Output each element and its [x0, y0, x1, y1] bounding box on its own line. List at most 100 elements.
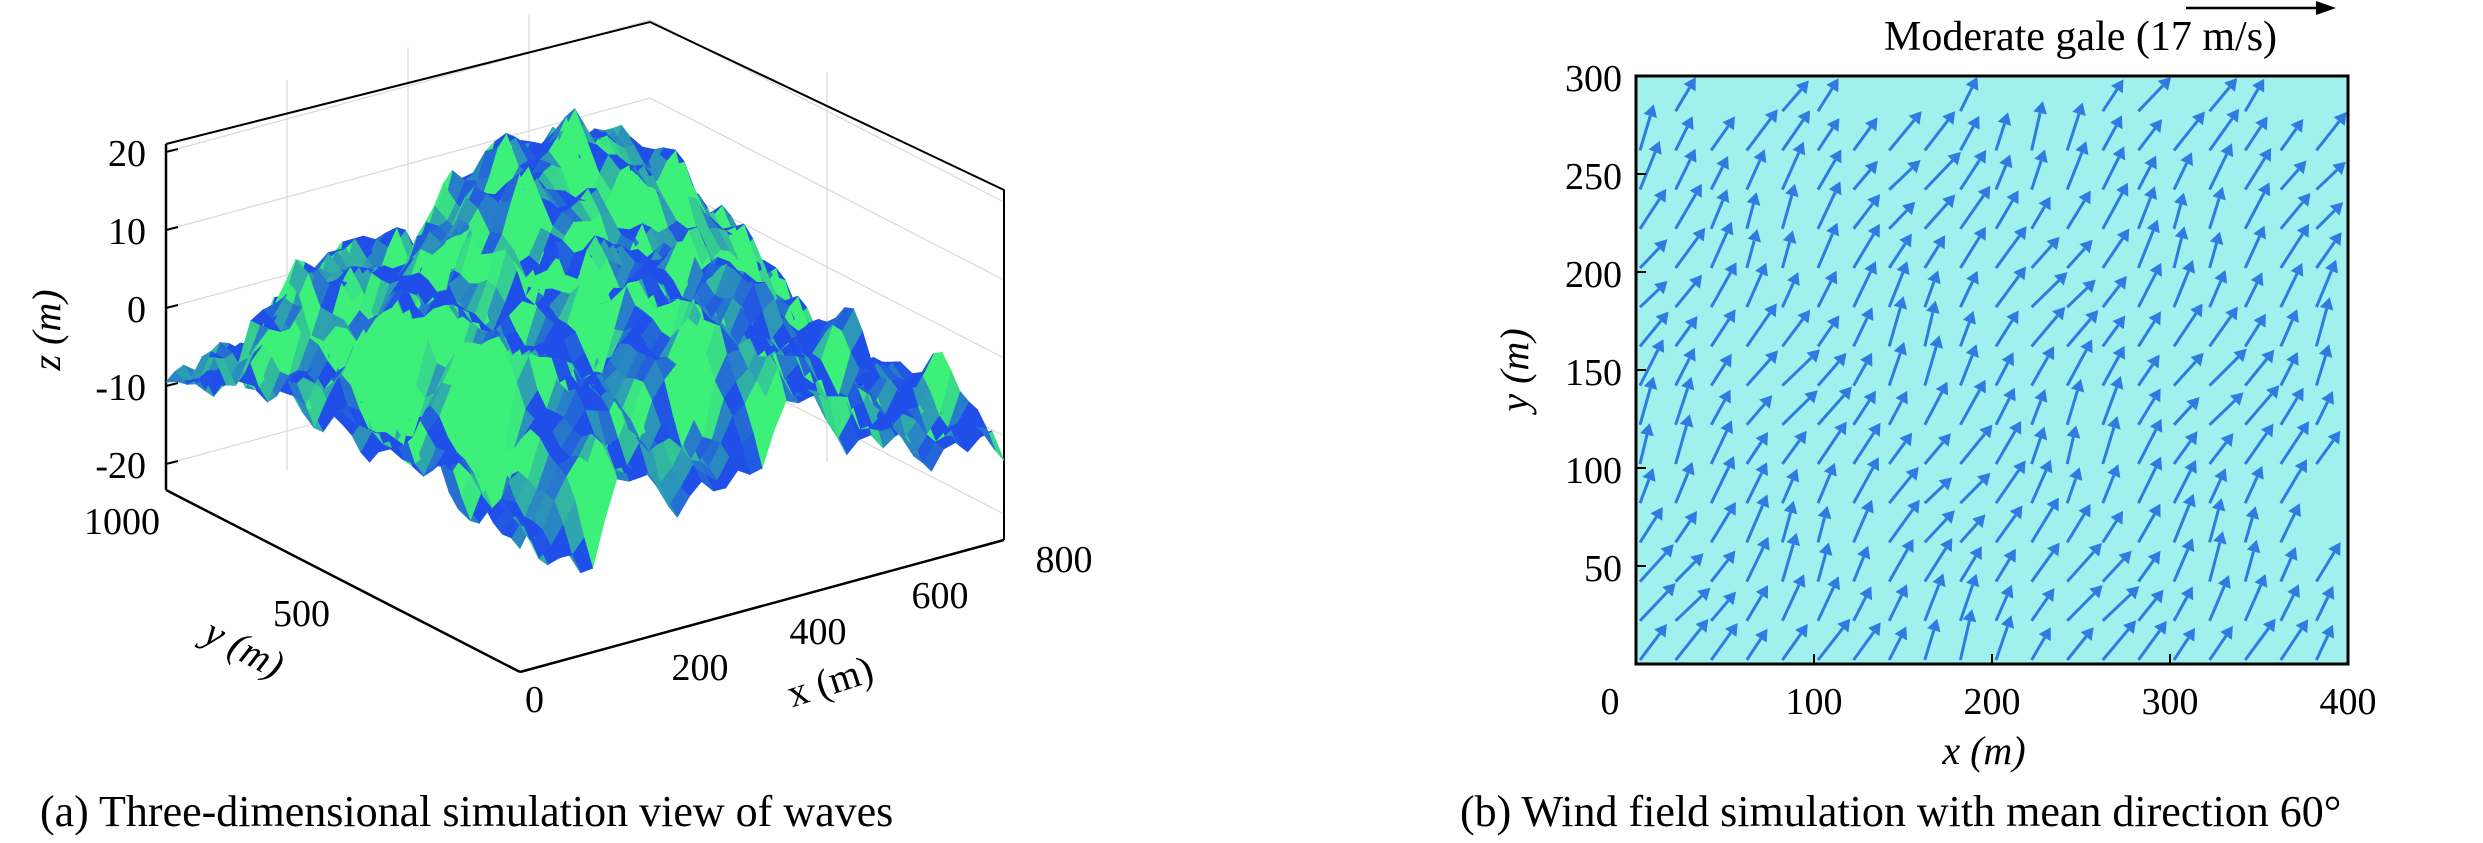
wind-arrow [2315, 259, 2338, 308]
wind-arrow-head [1725, 623, 1738, 637]
wind-arrow [2030, 588, 2055, 622]
wind-arrow-head [1806, 349, 1820, 363]
wind-arrow-shaft [1852, 233, 1875, 269]
wind-arrow [2172, 111, 2205, 152]
wind-arrow [2030, 459, 2053, 504]
wind-arrow-shaft [1852, 556, 1866, 583]
wind-arrow-shaft [1780, 543, 1795, 583]
panel-a-grid-line [165, 19, 1005, 203]
wind-arrow-shaft [1852, 126, 1872, 152]
wind-arrow [1994, 420, 2022, 465]
wind-arrow-shaft [2172, 596, 2189, 622]
wind-arrow-shaft [2208, 153, 2229, 191]
wind-arrow-head [2001, 352, 2014, 367]
wind-arrow-shaft [2065, 478, 2078, 504]
wind-arrow-head [2174, 226, 2189, 240]
wind-arrow [1709, 420, 1733, 465]
wind-arrow-head [1722, 456, 1736, 470]
wind-arrow-head [1864, 117, 1878, 132]
panel-a-x-tick-label: 400 [790, 611, 847, 653]
wind-arrow-shaft [1638, 387, 1652, 426]
wind-arrow [2030, 497, 2059, 544]
wind-arrow-shaft [2279, 397, 2299, 426]
wind-arrow-head [2114, 275, 2127, 290]
wind-arrow [2066, 543, 2102, 583]
wind-arrow-shaft [1959, 86, 1974, 112]
wind-arrow [2279, 387, 2304, 426]
wind-arrow-head [1755, 262, 1768, 277]
wind-arrow-shaft [2315, 439, 2335, 465]
wind-arrow-head [2069, 467, 2083, 481]
wind-arrow [1745, 192, 1761, 230]
wind-arrow [2101, 275, 2127, 309]
wind-arrow-head [2144, 155, 2157, 170]
panel-a-z-tick-label: 10 [108, 211, 146, 253]
wind-arrow-shaft [2101, 386, 2119, 426]
wind-arrow [2315, 391, 2334, 426]
wind-arrow-head [1942, 194, 1956, 209]
wind-arrow-shaft [2030, 112, 2042, 151]
wind-arrow-shaft [2243, 551, 2255, 582]
wind-arrow-head [2149, 418, 2163, 433]
wind-arrow [1709, 309, 1736, 348]
wind-arrow-shaft [1959, 354, 1974, 387]
wind-arrow [2030, 236, 2060, 269]
wind-arrow [2172, 586, 2194, 622]
wind-arrow [1994, 548, 2016, 583]
wind-arrow-head [1940, 538, 1953, 552]
wind-arrow-shaft [1887, 548, 1909, 583]
wind-arrow [1745, 395, 1773, 426]
panel-a-x-axis-line [519, 538, 1005, 674]
wind-arrow [2279, 584, 2300, 622]
wind-arrow [1923, 194, 1956, 230]
wind-arrow-head [1896, 261, 1910, 275]
wind-arrow-shaft [2315, 401, 2329, 426]
wind-arrow [2065, 141, 2089, 191]
wind-arrow-shaft [2030, 399, 2043, 426]
wind-arrow-shaft [2208, 86, 2231, 113]
wind-arrow-shaft [1958, 584, 1975, 622]
wind-arrow-head [1941, 510, 1955, 524]
wind-arrow-head [1826, 118, 1840, 132]
wind-arrow-shaft [1852, 467, 1875, 504]
wind-arrow-shaft [1994, 362, 2010, 387]
wind-arrow-shaft [2137, 598, 2158, 622]
wind-arrow [1816, 618, 1851, 661]
wind-arrow-shaft [2137, 272, 2158, 308]
wind-arrow-shaft [2279, 594, 2295, 622]
wind-arrow-shaft [2243, 323, 2261, 348]
wind-arrow-head [1895, 584, 1908, 599]
wind-arrow-head [2211, 498, 2226, 512]
panel-a-x-tick-label: 600 [912, 575, 969, 617]
wind-arrow-head [2261, 349, 2275, 364]
wind-arrow-head [2284, 547, 2298, 561]
wind-arrow [1638, 140, 1662, 191]
wind-arrow-head [2329, 202, 2344, 216]
wind-arrow [2208, 143, 2234, 191]
wind-arrow-shaft [1888, 119, 1916, 152]
surface-patch [165, 371, 188, 385]
wind-arrow-head [2107, 416, 2121, 430]
wind-arrow-shaft [2208, 509, 2220, 543]
wind-arrow-shaft [1674, 283, 1696, 309]
wind-arrow [2243, 539, 2261, 582]
wind-arrow [1745, 109, 1778, 152]
wind-arrow [2172, 627, 2195, 661]
wind-arrow-head [1859, 586, 1872, 601]
wind-arrow-head [1829, 149, 1842, 164]
wind-arrow [1674, 553, 1704, 583]
wind-arrow [2137, 119, 2163, 152]
wind-arrow-head [1864, 261, 1877, 275]
wind-arrow [1674, 619, 1709, 661]
wind-arrow-shaft [1852, 431, 1876, 465]
wind-arrow-head [2154, 620, 2167, 635]
wind-arrow-shaft [1745, 504, 1764, 543]
wind-arrow [2208, 270, 2228, 308]
wind-arrow [1674, 414, 1694, 465]
wind-arrow-shaft [2243, 282, 2259, 308]
wind-arrow-shaft [2066, 550, 2096, 583]
wind-arrow-head [1947, 151, 1961, 166]
wind-arrow-shaft [1638, 516, 1658, 544]
wind-arrow [1923, 270, 1941, 308]
wind-arrow [1709, 156, 1729, 191]
